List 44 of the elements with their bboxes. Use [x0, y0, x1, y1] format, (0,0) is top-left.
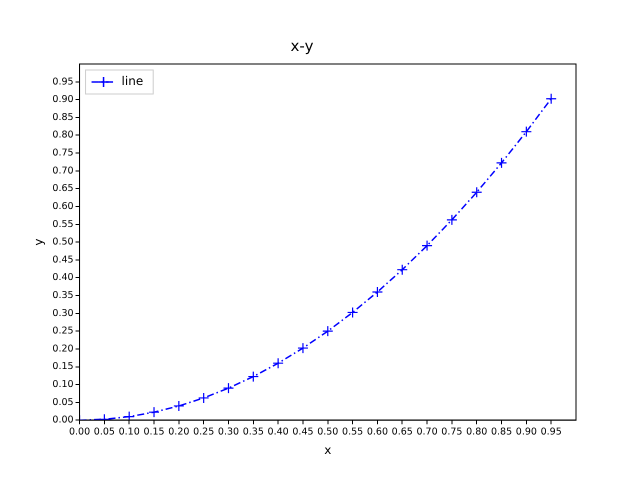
y-tick-label: 0.30: [52, 308, 74, 319]
chart-title: x-y: [290, 36, 314, 55]
x-tick-label: 0.90: [516, 426, 537, 438]
y-tick-label: 0.90: [52, 94, 74, 106]
y-tick-label: 0.05: [52, 396, 74, 408]
x-tick-label: 0.15: [143, 426, 165, 438]
y-tick-label: 0.45: [52, 254, 74, 266]
y-axis-title: y: [31, 238, 46, 246]
legend-label: line: [122, 74, 144, 88]
y-tick-label: 0.20: [52, 343, 74, 354]
x-tick-label: 0.25: [193, 426, 214, 438]
y-tick-label: 0.95: [52, 76, 74, 88]
y-tick-label: 0.80: [52, 130, 74, 141]
y-tick-label: 0.60: [52, 200, 74, 212]
x-tick-label: 0.95: [540, 426, 562, 438]
y-tick-label: 0.70: [52, 165, 74, 176]
y-tick-label: 0.40: [52, 272, 74, 284]
y-tick-label: 0.35: [52, 290, 74, 301]
y-tick-label: 0.10: [52, 379, 74, 390]
y-tick-label: 0.55: [52, 218, 74, 230]
x-tick-label: 0.30: [218, 426, 240, 438]
x-tick-label: 0.20: [168, 426, 190, 438]
y-tick-label: 0.65: [52, 183, 74, 194]
x-tick-label: 0.40: [268, 426, 289, 438]
y-tick-label: 0.25: [52, 326, 74, 337]
y-tick-label: 0.85: [52, 112, 74, 123]
y-tick-label: 0.00: [52, 414, 74, 426]
x-tick-label: 0.00: [68, 426, 90, 438]
x-tick-label: 0.50: [317, 426, 338, 438]
x-tick-label: 0.80: [466, 426, 488, 438]
x-axis-title: x: [324, 442, 332, 457]
x-tick-label: 0.55: [342, 426, 364, 438]
x-tick-label: 0.60: [366, 426, 388, 438]
x-tick-label: 0.05: [94, 426, 115, 438]
x-tick-label: 0.75: [441, 426, 462, 438]
x-tick-label: 0.85: [490, 426, 512, 438]
y-tick-label: 0.50: [52, 236, 74, 248]
x-tick-label: 0.45: [292, 426, 314, 438]
x-tick-label: 0.35: [242, 426, 264, 438]
x-tick-label: 0.10: [118, 426, 140, 438]
y-tick-label: 0.15: [52, 361, 74, 372]
x-tick-label: 0.65: [392, 426, 413, 438]
x-tick-label: 0.70: [416, 426, 438, 438]
y-tick-label: 0.75: [52, 148, 74, 159]
